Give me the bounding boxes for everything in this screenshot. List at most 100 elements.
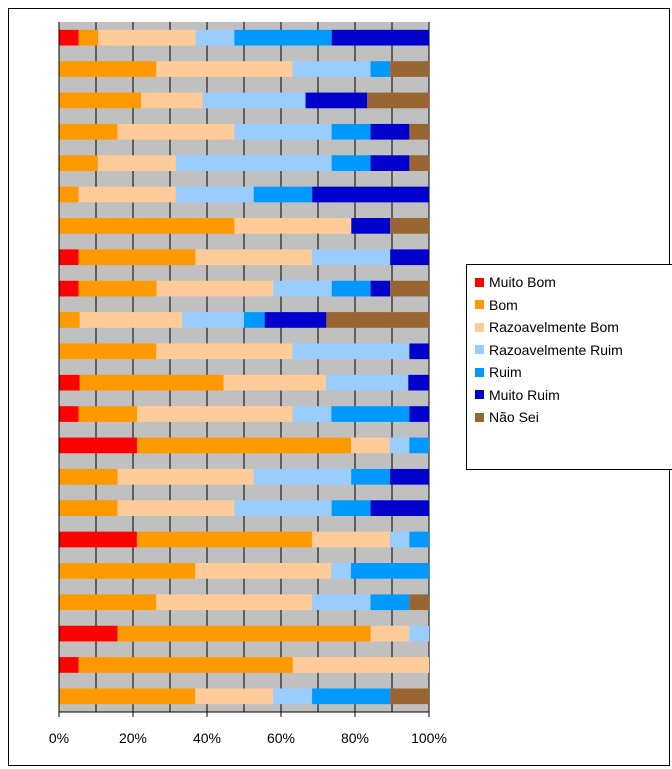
legend-swatch — [475, 412, 484, 422]
bar-segment — [370, 123, 410, 140]
legend-label: Razoavelmente Bom — [489, 319, 619, 336]
bar-segment — [409, 437, 429, 454]
legend-swatch — [475, 390, 484, 400]
bar-segment — [326, 374, 409, 391]
bar-segment — [312, 688, 391, 705]
legend-swatch — [475, 345, 484, 355]
bar-segment — [409, 594, 429, 611]
bar-segment — [195, 249, 313, 266]
bar-segment — [117, 625, 371, 642]
bar-segment — [79, 374, 224, 391]
bar-segment — [370, 500, 429, 516]
bar-segment — [59, 218, 235, 234]
bar-segment — [78, 280, 157, 297]
bar-segment — [273, 688, 313, 705]
bar-segment — [311, 531, 390, 548]
bar-segment — [117, 500, 235, 516]
bar-segment — [331, 29, 429, 46]
bar-segment — [409, 531, 429, 548]
bar-segment — [59, 374, 80, 391]
bar-segment — [59, 155, 98, 171]
bar-segment — [292, 657, 429, 673]
bar-segment — [370, 594, 410, 611]
legend-item: Razoavelmente Bom — [475, 316, 672, 339]
bar-segment — [370, 625, 410, 642]
bar-segment — [175, 186, 254, 203]
bar-segment — [409, 406, 429, 422]
bar-segment — [78, 186, 176, 203]
bar-segment — [409, 123, 429, 140]
x-tick-label: 80% — [341, 730, 369, 746]
bar-segment — [409, 625, 429, 642]
bar-segment — [350, 563, 429, 579]
legend-item: Ruim — [475, 361, 672, 384]
legend-swatch — [475, 367, 484, 377]
bar-segment — [59, 500, 118, 516]
legend-item: Bom — [475, 294, 672, 317]
bar-segment — [59, 531, 137, 548]
legend-label: Bom — [489, 296, 518, 313]
bar-segment — [351, 468, 391, 485]
bar-segment — [331, 500, 371, 516]
bar-segment — [390, 280, 429, 297]
bar-segment — [312, 594, 371, 611]
bar-segment — [331, 563, 351, 579]
legend-item: Razoavelmente Ruim — [475, 339, 672, 362]
bar-segment — [195, 688, 274, 705]
bar-segment — [195, 563, 332, 579]
bar-segment — [78, 657, 293, 673]
bar-segment — [117, 123, 235, 140]
bar-segment — [305, 92, 368, 109]
bar-segment — [244, 312, 265, 328]
bar-segment — [351, 218, 391, 234]
legend-swatch — [475, 277, 484, 287]
legend-label: Muito Bom — [489, 274, 556, 291]
legend-label: Ruim — [489, 364, 522, 381]
legend-item: Não Sei — [475, 406, 672, 429]
bar-segment — [390, 61, 429, 77]
bar-segment — [182, 312, 244, 328]
bar-segment — [59, 61, 157, 77]
bar-segment — [97, 155, 176, 171]
bar-segment — [156, 343, 293, 360]
x-tick-label: 60% — [267, 730, 295, 746]
bar-segment — [331, 280, 371, 297]
x-tick-label: 0% — [49, 730, 69, 746]
bar-segment — [175, 155, 332, 171]
bar-segment — [59, 563, 196, 579]
bar-segment — [234, 218, 352, 234]
bar-segment — [156, 61, 293, 77]
bar-segment — [312, 249, 391, 266]
bar-segment — [59, 249, 79, 266]
bar-segment — [390, 468, 429, 485]
bar-segment — [326, 312, 429, 328]
bar-segment — [136, 531, 312, 548]
bar-segment — [59, 437, 137, 454]
bar-segment — [59, 29, 79, 46]
x-tick-label: 100% — [411, 730, 447, 746]
bar-segment — [234, 500, 332, 516]
bar-segment — [59, 406, 79, 422]
legend-label: Razoavelmente Ruim — [489, 341, 623, 358]
bar-segment — [409, 343, 429, 360]
bar-segment — [367, 92, 429, 109]
bar-segment — [59, 312, 80, 328]
bars — [59, 29, 429, 705]
bar-segment — [351, 437, 390, 454]
bar-segment — [156, 280, 274, 297]
bar-segment — [59, 186, 79, 203]
x-tick-label: 20% — [119, 730, 147, 746]
legend-label: Muito Ruim — [489, 386, 560, 403]
bar-segment — [78, 29, 99, 46]
bar-segment — [292, 343, 410, 360]
bar-segment — [141, 92, 203, 109]
bar-segment — [390, 688, 429, 705]
bar-segment — [59, 657, 79, 673]
bar-segment — [223, 374, 327, 391]
legend-item: Muito Ruim — [475, 384, 672, 407]
legend-item: Muito Bom — [475, 271, 672, 294]
bar-segment — [98, 29, 196, 46]
bar-segment — [59, 688, 196, 705]
bar-segment — [331, 406, 410, 422]
